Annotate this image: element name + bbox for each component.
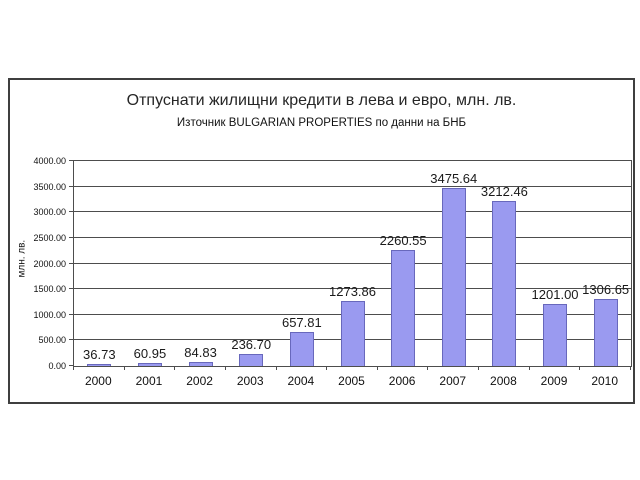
y-tick-label: 4000.00 — [33, 156, 66, 166]
bar-value-label: 1306.65 — [582, 282, 630, 297]
chart-subtitle: Източник BULGARIAN PROPERTIES по данни н… — [176, 117, 467, 129]
y-tick-label: 3000.00 — [33, 207, 66, 218]
x-tick-label: 2005 — [338, 374, 365, 388]
x-tick-label: 2000 — [84, 374, 112, 388]
bar — [289, 332, 314, 366]
y-axis-labels: 0.00 500.00 1000.00 1500.00 2000.00 2500.00 30… — [10, 80, 633, 402]
y-tick-mark — [69, 262, 73, 264]
y-tick-mark — [69, 236, 73, 238]
x-tick-mark — [276, 366, 277, 370]
x-tick-mark — [579, 366, 580, 370]
y-tick-label: 1000.00 — [33, 309, 66, 320]
y-tick-label: 2000.00 — [33, 258, 66, 269]
x-tick-label: 2006 — [388, 374, 416, 388]
y-tick-mark — [69, 160, 73, 161]
y-tick-mark — [69, 313, 73, 315]
x-tick-mark — [529, 366, 530, 370]
bar — [543, 304, 568, 366]
bar — [340, 301, 365, 366]
x-tick-mark — [124, 366, 125, 370]
x-tick-label: 2002 — [186, 374, 213, 388]
y-tick-mark — [69, 365, 73, 366]
gridline — [74, 211, 631, 213]
bar-value-label: 84.83 — [184, 345, 217, 360]
y-tick-mark — [69, 211, 73, 213]
bar — [391, 250, 416, 366]
x-tick-label: 2008 — [490, 374, 517, 388]
x-tick-label: 2010 — [591, 374, 619, 388]
y-tick-label: 2500.00 — [33, 232, 66, 243]
x-tick-mark — [326, 366, 327, 370]
bar-value-label: 3212.46 — [480, 184, 528, 199]
bar — [441, 188, 466, 366]
y-tick-label: 3500.00 — [33, 181, 66, 192]
x-tick-label: 2007 — [439, 374, 467, 388]
x-tick-mark — [377, 366, 378, 370]
y-tick-label: 500.00 — [38, 335, 66, 346]
x-tick-mark — [427, 366, 428, 370]
gridline — [74, 185, 631, 187]
bar-value-label: 60.95 — [133, 346, 167, 361]
bar — [239, 354, 264, 366]
gridline — [74, 236, 631, 238]
x-tick-mark — [225, 366, 226, 370]
y-tick-mark — [69, 288, 73, 290]
bar — [188, 362, 213, 366]
y-tick-mark — [69, 339, 73, 341]
x-tick-mark — [73, 366, 74, 370]
y-tick-label: 0.00 — [48, 361, 66, 371]
gridline — [74, 288, 631, 290]
bar-value-label: 36.73 — [83, 347, 116, 362]
y-tick-label: 1500.00 — [33, 284, 66, 295]
x-tick-mark — [630, 366, 631, 370]
bar — [492, 201, 517, 366]
bar — [87, 364, 112, 366]
chart-title: Отпуснати жилищни кредити в лева и евро,… — [126, 92, 517, 109]
y-tick-mark — [69, 185, 73, 187]
bar — [593, 299, 618, 366]
bar-value-label: 236.70 — [231, 337, 272, 352]
bar-value-label: 2260.55 — [379, 233, 427, 248]
x-tick-label: 2003 — [236, 374, 264, 388]
x-tick-label: 2009 — [540, 374, 568, 388]
x-tick-mark — [174, 366, 175, 370]
bar-value-label: 1273.86 — [329, 284, 376, 299]
gridline — [74, 160, 631, 161]
bar-value-label: 3475.64 — [430, 171, 478, 186]
x-tick-label: 2004 — [287, 374, 315, 388]
bar-value-label: 1201.00 — [531, 287, 579, 302]
x-axis-labels: 2000 2001 2002 2003 2004 2005 2006 2007 2008 2009… — [10, 80, 633, 402]
x-tick-label: 2001 — [135, 374, 163, 388]
x-tick-mark — [478, 366, 479, 370]
bar-value-label: 657.81 — [281, 315, 322, 330]
chart-frame: Отпуснати жилищни кредити в лева и евро,… — [8, 78, 635, 404]
gridline — [74, 262, 631, 264]
plot-area: 36.73 60.95 84.83 236.70 657.81 1273.86 2260.5… — [73, 160, 632, 367]
bar — [137, 363, 162, 366]
